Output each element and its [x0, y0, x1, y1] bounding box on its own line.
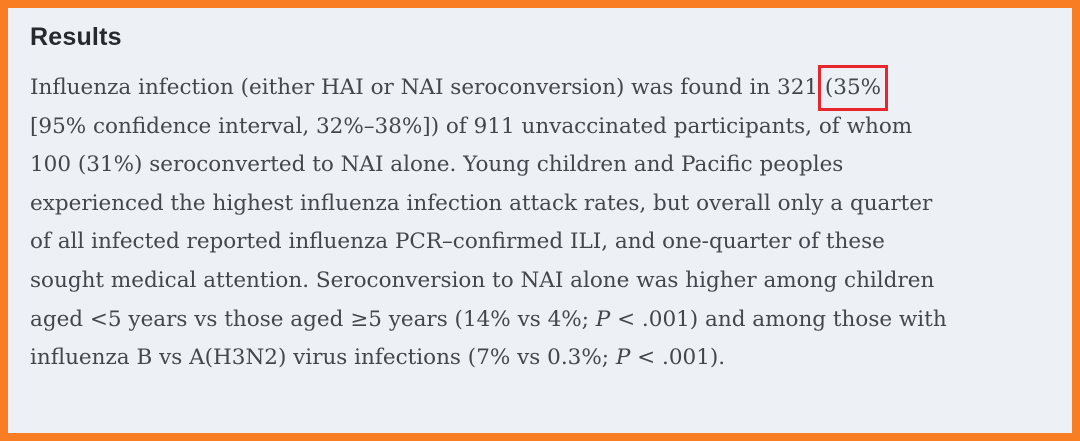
- paragraph-text: 100 (31%) seroconverted to NAI alone. Yo…: [30, 152, 844, 178]
- paragraph-line: Influenza infection (either HAI or NAI s…: [30, 65, 1042, 111]
- paragraph-text: of all infected reported influenza PCR–c…: [30, 229, 885, 255]
- highlighted-value-red-box: (35%: [817, 65, 889, 111]
- paragraph-line: of all infected reported influenza PCR–c…: [30, 223, 1042, 262]
- paragraph-text: experienced the highest influenza infect…: [30, 190, 933, 216]
- paragraph-line: aged <5 years vs those aged ≥5 years (14…: [30, 301, 1042, 340]
- paragraph-line: influenza B vs A(H3N2) virus infections …: [30, 339, 1042, 378]
- italic-p-value: P: [595, 306, 611, 332]
- results-paragraph: Influenza infection (either HAI or NAI s…: [30, 65, 1042, 378]
- paragraph-line: [95% confidence interval, 32%–38%]) of 9…: [30, 108, 1042, 147]
- paragraph-line: experienced the highest influenza infect…: [30, 185, 1042, 224]
- paragraph-text: influenza B vs A(H3N2) virus infections …: [30, 345, 616, 371]
- italic-p-value: P: [615, 345, 631, 371]
- paragraph-line: sought medical attention. Seroconversion…: [30, 262, 1042, 301]
- section-title: Results: [30, 23, 122, 51]
- paragraph-text: [95% confidence interval, 32%–38%]) of 9…: [30, 113, 913, 139]
- paragraph-text: aged <5 years vs those aged ≥5 years (14…: [30, 306, 596, 332]
- paragraph-text: Influenza infection (either HAI or NAI s…: [30, 75, 825, 100]
- paragraph-text: sought medical attention. Seroconversion…: [30, 267, 935, 293]
- paragraph-text: < .001) and among those with: [610, 306, 947, 332]
- paragraph-text: < .001).: [630, 345, 726, 371]
- paragraph-line: 100 (31%) seroconverted to NAI alone. Yo…: [30, 146, 1042, 185]
